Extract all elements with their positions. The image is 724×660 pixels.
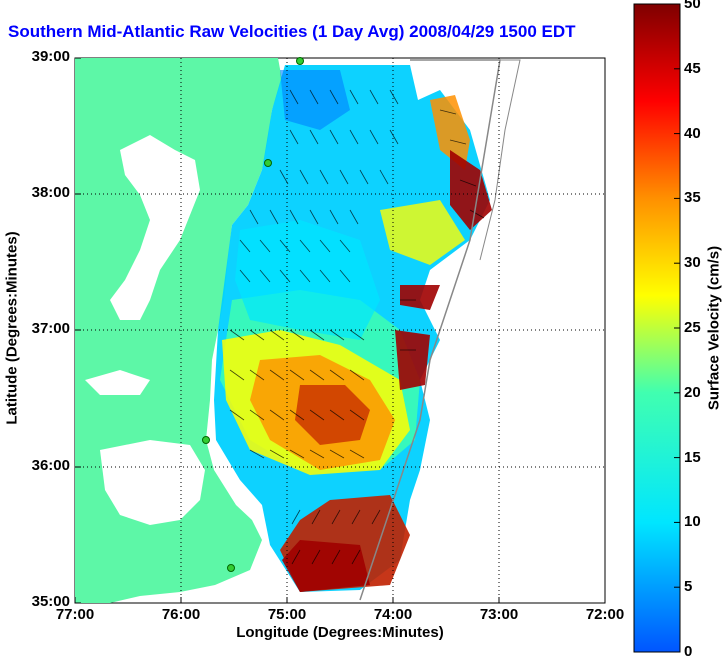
colorbar-tick: 20 [684,384,701,401]
sound-water [100,440,205,525]
ytick-label: 36:00 [31,457,70,474]
ytick-label: 39:00 [31,48,70,65]
xtick-label: 77:00 [55,606,95,623]
colorbar-tick: 45 [684,60,701,77]
colorbar-tick: 5 [684,578,693,595]
station-marker [296,57,304,65]
xtick-label: 73:00 [479,606,519,623]
ytick-label: 37:00 [31,320,70,337]
grid-lines [75,58,605,603]
colorbar-tick: 10 [684,513,701,530]
ytick-label: 35:00 [31,593,70,610]
xtick-label: 74:00 [373,606,413,623]
colorbar [633,3,681,653]
x-axis-label: Longitude (Degrees:Minutes) [236,624,444,641]
y-axis-label: Latitude (Degrees:Minutes) [3,231,21,425]
station-marker [227,564,235,572]
colorbar-tick: 15 [684,449,701,466]
colorbar-tick: 35 [684,189,701,206]
station-marker [202,436,210,444]
xtick-label: 76:00 [161,606,201,623]
colorbar-tick: 0 [684,643,693,660]
colorbar-tick: 25 [684,319,701,336]
station-marker [264,159,272,167]
colorbar-tick: 30 [684,254,701,271]
radar-stations [202,57,304,572]
colorbar-tick: 50 [684,0,701,12]
colorbar-tick: 40 [684,125,701,142]
xtick-label: 72:00 [585,606,625,623]
map-title: Southern Mid-Atlantic Raw Velocities (1 … [8,22,576,41]
xtick-label: 75:00 [267,606,307,623]
velocity-arrows [229,89,485,565]
chesapeake-bay [110,135,200,320]
colorbar-label: Surface Velocity (cm/s) [705,245,723,411]
ytick-label: 38:00 [31,184,70,201]
